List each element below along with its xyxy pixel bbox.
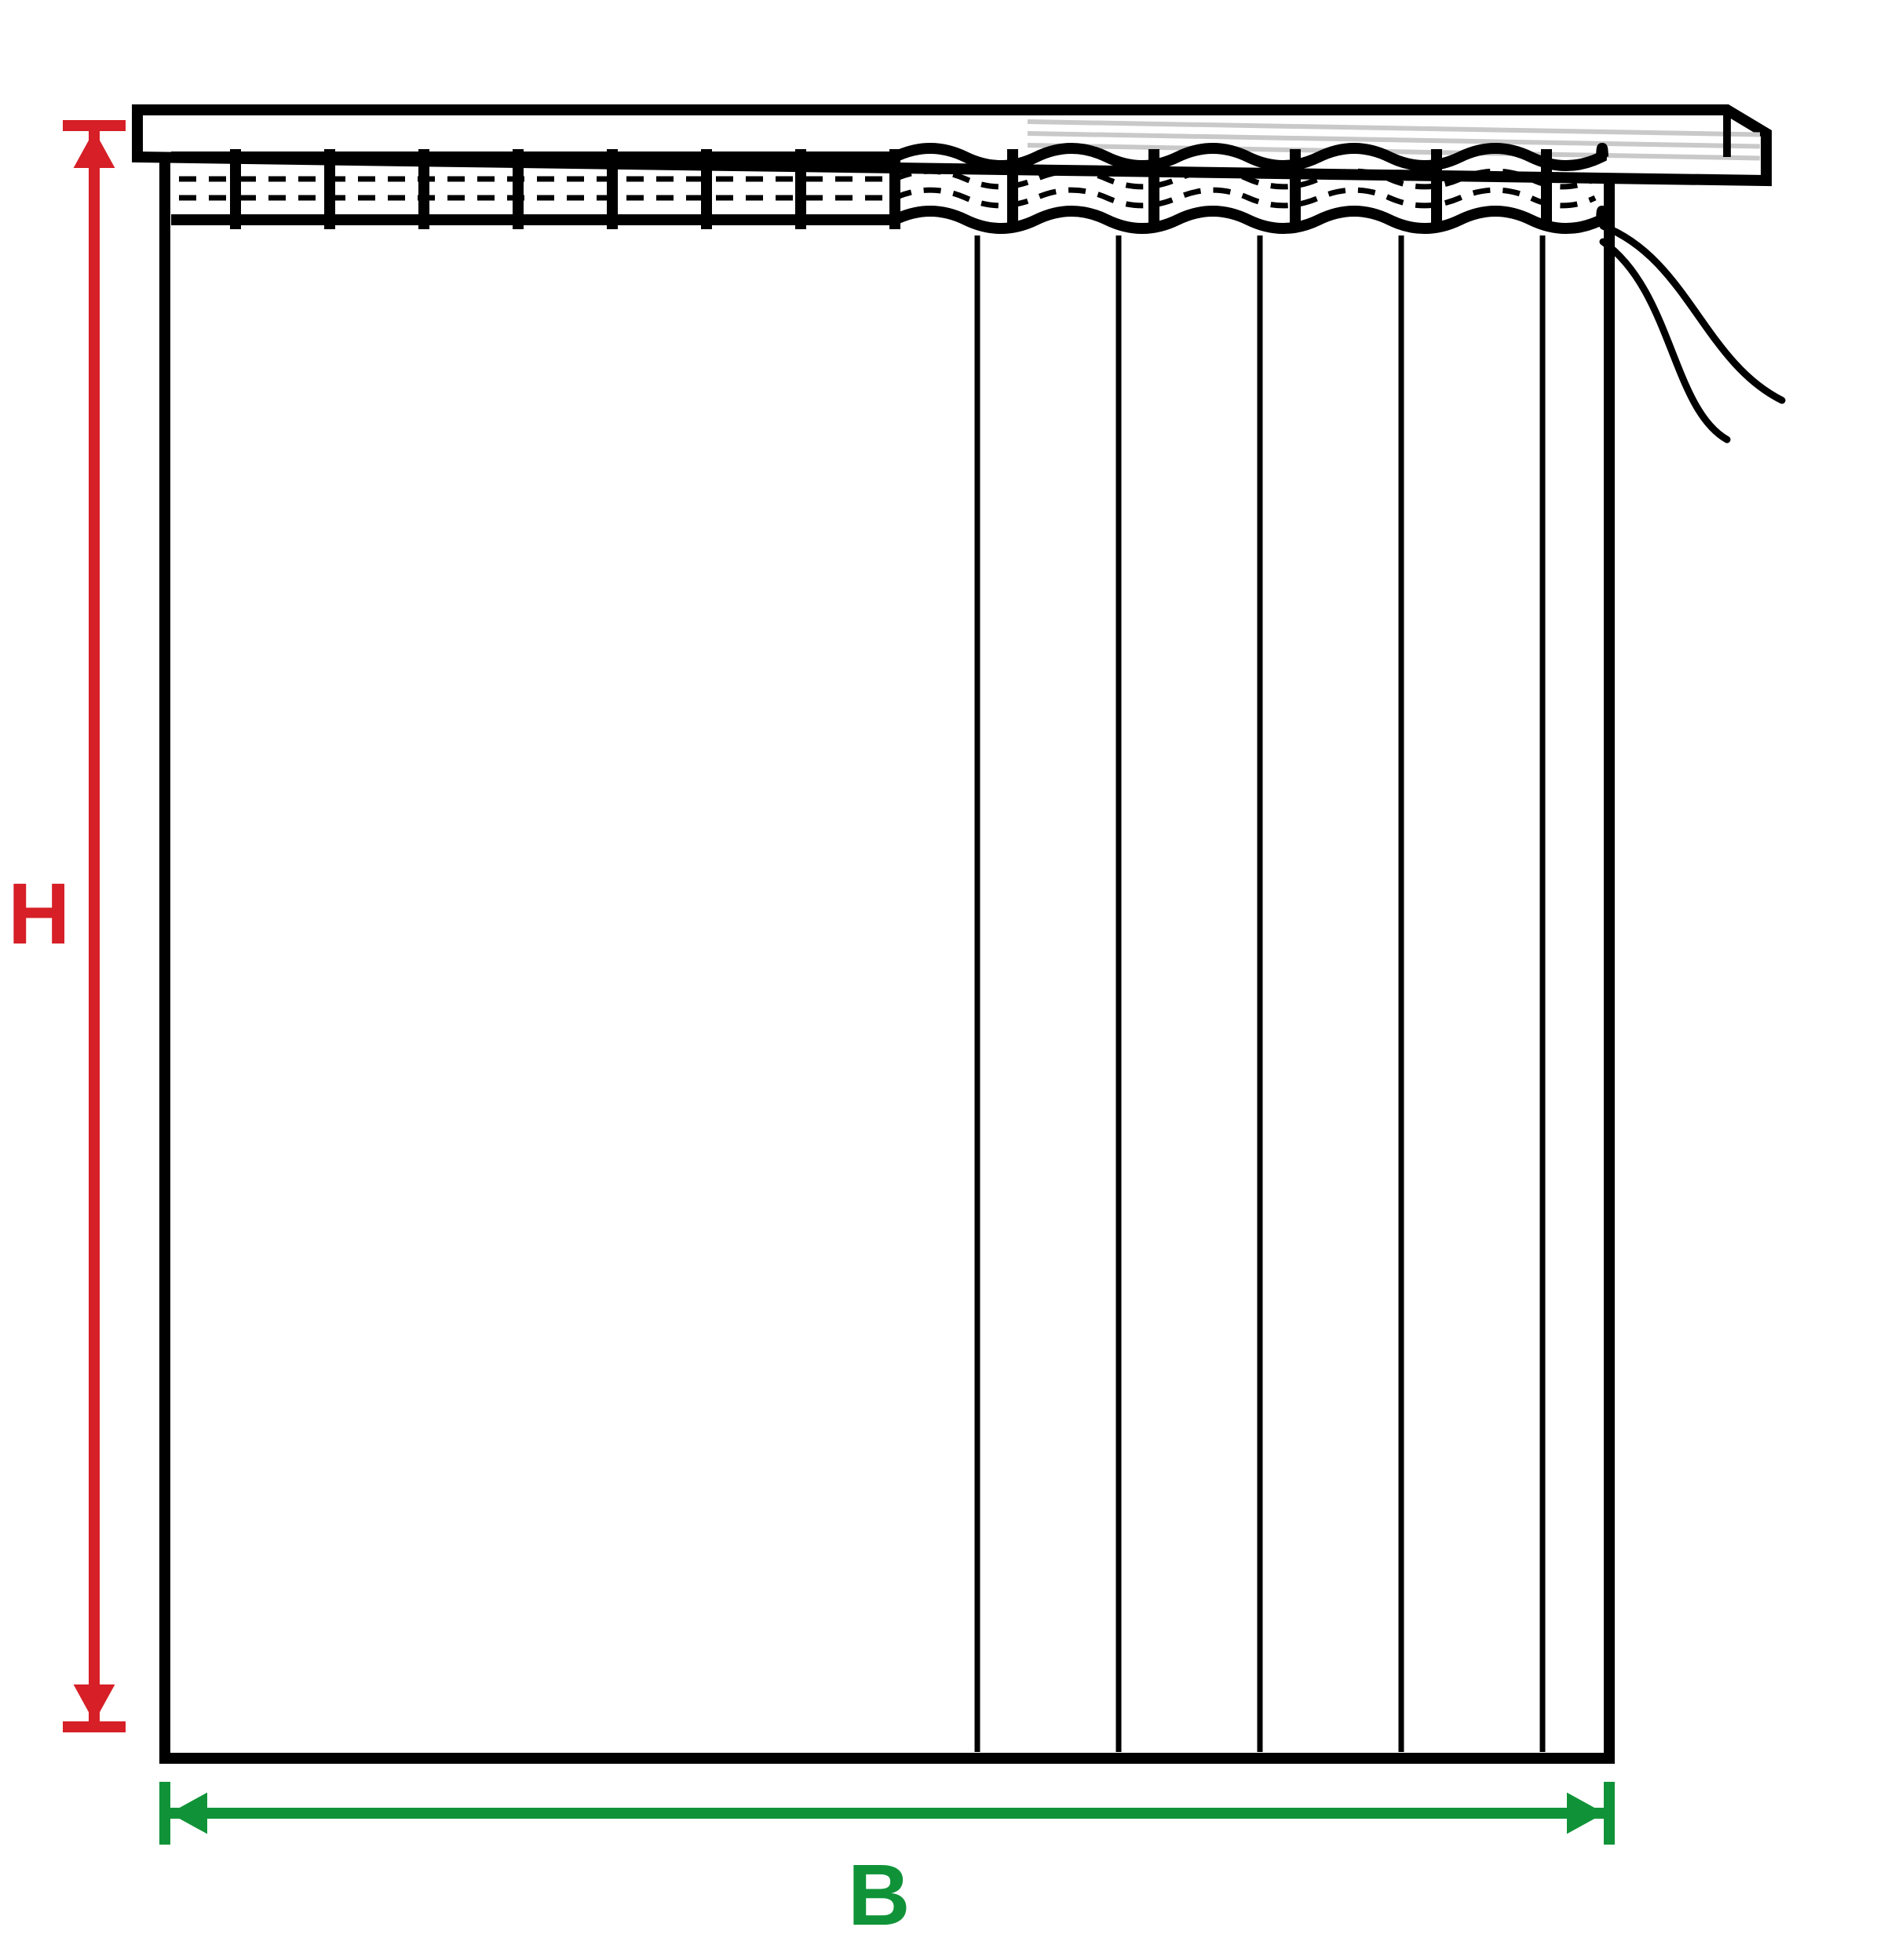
clip bbox=[1541, 149, 1552, 229]
clip bbox=[795, 149, 806, 229]
clip bbox=[230, 149, 241, 229]
blind-diagram bbox=[0, 0, 1884, 1960]
clip bbox=[1007, 149, 1018, 229]
clip bbox=[418, 149, 429, 229]
clip bbox=[324, 149, 335, 229]
width-label: B bbox=[848, 1852, 910, 1939]
height-label: H bbox=[8, 871, 70, 958]
clip bbox=[701, 149, 712, 229]
clip bbox=[1148, 149, 1159, 229]
clip bbox=[513, 149, 524, 229]
clip bbox=[889, 149, 900, 229]
diagram-canvas: H B bbox=[0, 0, 1884, 1960]
blind-frame bbox=[165, 126, 1609, 1758]
clip bbox=[607, 149, 618, 229]
clip bbox=[1431, 149, 1442, 229]
clip bbox=[1290, 149, 1301, 229]
